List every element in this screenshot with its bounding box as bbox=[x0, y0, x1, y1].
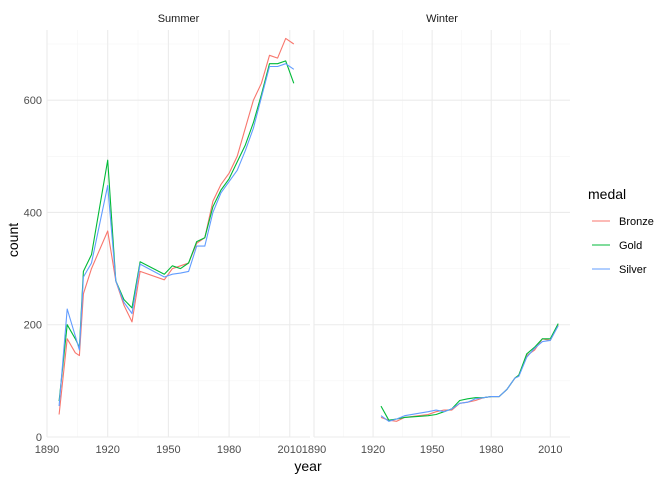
x-tick-label: 2010 bbox=[538, 444, 562, 456]
y-axis: 0 200 400 600 bbox=[24, 95, 42, 444]
x-tick-label: 1920 bbox=[95, 444, 119, 456]
legend-label-bronze: Bronze bbox=[619, 216, 654, 228]
x-tick-label: 1920 bbox=[361, 444, 385, 456]
legend-title: medal bbox=[588, 186, 626, 202]
x-tick-label: 2010 bbox=[278, 444, 302, 456]
series-line-silver bbox=[58, 63, 295, 407]
legend-label-silver: Silver bbox=[619, 264, 647, 276]
x-tick-label: 1950 bbox=[420, 444, 444, 456]
facet-panel-winter: Winter bbox=[313, 13, 570, 438]
x-axis: 1890 1920 1950 1980 2010 1890 1920 1950 1980 2010 bbox=[35, 444, 563, 456]
x-tick-label: 1890 bbox=[35, 444, 59, 456]
series-line-bronze bbox=[58, 37, 295, 415]
facet-strip-label: Winter bbox=[426, 13, 458, 25]
x-tick-label: 1950 bbox=[156, 444, 180, 456]
y-tick-label: 600 bbox=[24, 95, 42, 107]
legend-label-gold: Gold bbox=[619, 240, 642, 252]
x-tick-label: 1980 bbox=[217, 444, 241, 456]
legend: medal Bronze Gold Silver bbox=[588, 186, 654, 276]
y-tick-label: 200 bbox=[24, 320, 42, 332]
facet-strip-label: Summer bbox=[158, 13, 200, 25]
y-axis-title: count bbox=[5, 223, 21, 257]
series-line-bronze bbox=[380, 324, 559, 422]
series-line-gold bbox=[380, 323, 559, 421]
x-tick-label: 1890 bbox=[302, 444, 326, 456]
y-tick-label: 0 bbox=[36, 432, 42, 444]
series-line-gold bbox=[58, 60, 295, 402]
facet-panels: Summer Winter bbox=[46, 13, 570, 438]
x-axis-title: year bbox=[294, 458, 322, 474]
series-line-silver bbox=[380, 325, 559, 422]
facet-panel-summer: Summer bbox=[46, 13, 310, 438]
y-tick-label: 400 bbox=[24, 207, 42, 219]
x-tick-label: 1980 bbox=[479, 444, 503, 456]
